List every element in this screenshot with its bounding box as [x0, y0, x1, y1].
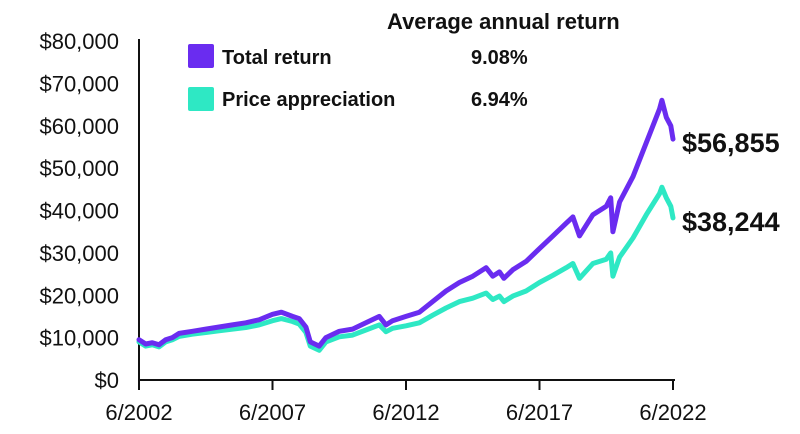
series-lines [136, 97, 676, 353]
y-tick-label: $40,000 [39, 199, 119, 224]
x-tick-label: 6/2002 [105, 400, 172, 425]
legend-swatch-price-appreciation [188, 87, 214, 111]
legend-return-total-return: 9.08% [471, 47, 528, 69]
x-tick-label: 6/2022 [639, 400, 706, 425]
legend-item-total-return: Total return 9.08% [188, 44, 528, 69]
y-tick-label: $70,000 [39, 71, 119, 96]
legend-swatch-total-return [188, 44, 214, 68]
y-axis-tick-labels: $0 $10,000 $20,000 $30,000 $40,000 $50,000 $60… [39, 29, 119, 393]
x-tick-label: 6/2007 [239, 400, 306, 425]
x-tick-label: 6/2012 [372, 400, 439, 425]
x-axis-ticks: 6/2002 6/2007 6/2012 6/2017 6/2022 [105, 380, 707, 425]
y-tick-label: $80,000 [39, 29, 119, 54]
y-tick-label: $50,000 [39, 156, 119, 181]
legend-return-price-appreciation: 6.94% [471, 89, 528, 111]
end-value-price-appreciation: $38,244 [682, 207, 780, 237]
y-tick-label: $20,000 [39, 283, 119, 308]
legend-item-price-appreciation: Price appreciation 6.94% [188, 87, 528, 111]
y-tick-label: $60,000 [39, 114, 119, 139]
legend-title: Average annual return [387, 9, 620, 34]
y-tick-label: $10,000 [39, 326, 119, 351]
end-value-total-return: $56,855 [682, 128, 780, 158]
y-tick-label: $0 [95, 368, 119, 393]
legend-label-total-return: Total return [222, 47, 332, 69]
legend-label-price-appreciation: Price appreciation [222, 89, 395, 111]
x-tick-label: 6/2017 [506, 400, 573, 425]
series-line-total-return [136, 97, 676, 349]
y-tick-label: $30,000 [39, 241, 119, 266]
series-line-price-appreciation [136, 184, 676, 353]
